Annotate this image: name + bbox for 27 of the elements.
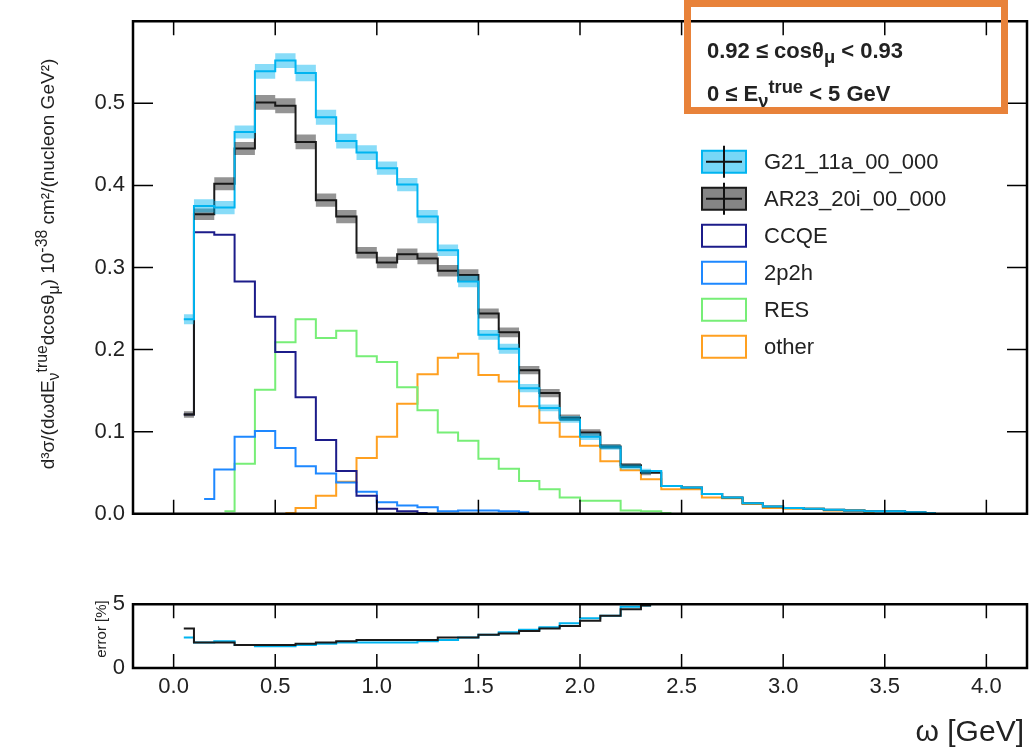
x-tick-label: 0.0 — [158, 673, 189, 699]
y-axis-title: error [%] — [91, 600, 109, 658]
legend-label: other — [764, 333, 815, 359]
legend-label: CCQE — [764, 222, 828, 248]
x-tick-label: 3.5 — [869, 673, 901, 699]
y-tick-label: 0.2 — [94, 335, 125, 361]
x-tick-label: 4.0 — [971, 673, 1002, 699]
x-tick-label: 2.5 — [666, 673, 697, 699]
legend-label: G21_11a_00_000 — [764, 148, 939, 174]
y-tick-label: 0.5 — [94, 89, 125, 115]
y-tick-label: 0.3 — [94, 253, 125, 279]
x-tick-label: 3.0 — [767, 673, 799, 699]
legend-label: RES — [764, 296, 810, 322]
y-tick-label: 5 — [112, 590, 125, 616]
y-tick-label: 0 — [112, 654, 125, 680]
y-tick-label: 0.1 — [94, 417, 125, 443]
y-tick-label: 0.0 — [94, 499, 125, 525]
x-tick-label: 0.5 — [259, 673, 291, 699]
annotation: 0 ≤ E$_{ν}$$^{true}$ < 5 GeV — [707, 76, 891, 112]
legend-label: 2p2h — [764, 259, 813, 285]
x-tick-label: 2.0 — [564, 673, 596, 699]
legend-label: AR23_20i_00_000 — [764, 185, 947, 211]
x-tick-label: 1.0 — [361, 673, 393, 699]
x-axis-title: ω [GeV] — [915, 714, 1024, 748]
annotation: 0.92 ≤ cosθ$_{μ}$ < 0.93 — [707, 38, 904, 69]
y-tick-label: 0.4 — [94, 171, 125, 197]
x-tick-label: 1.5 — [463, 673, 494, 699]
